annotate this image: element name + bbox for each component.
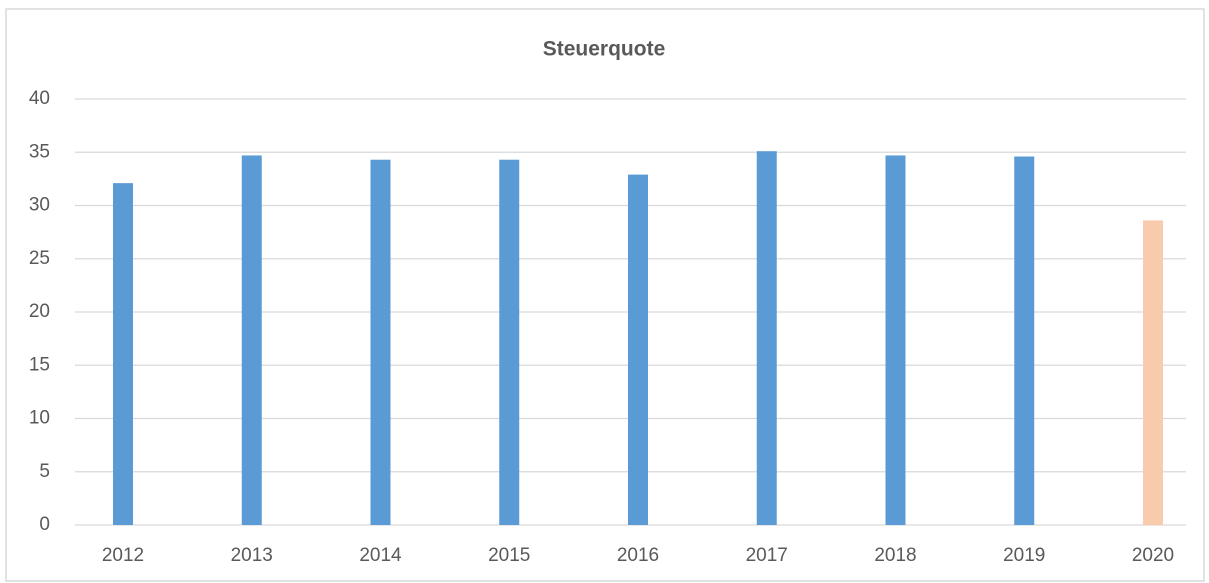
y-tick-label: 0 bbox=[39, 514, 50, 535]
x-tick-label: 2020 bbox=[1132, 545, 1174, 566]
y-tick-label: 30 bbox=[29, 195, 50, 216]
bar bbox=[628, 174, 648, 526]
bar bbox=[113, 183, 133, 525]
y-tick-label: 35 bbox=[29, 141, 50, 162]
x-tick-label: 2013 bbox=[231, 545, 273, 566]
x-tick-label: 2019 bbox=[1003, 545, 1045, 566]
bar bbox=[1143, 220, 1163, 525]
y-tick-label: 20 bbox=[29, 301, 50, 322]
y-tick-label: 40 bbox=[29, 88, 50, 109]
bar bbox=[756, 151, 777, 525]
x-tick-label: 2014 bbox=[359, 545, 402, 566]
chart-title: Steuerquote bbox=[543, 38, 666, 61]
y-tick-label: 5 bbox=[39, 461, 50, 482]
bar bbox=[499, 159, 520, 525]
bar bbox=[885, 155, 906, 525]
x-tick-label: 2015 bbox=[488, 545, 530, 566]
bar bbox=[1014, 156, 1035, 525]
chart-border bbox=[5, 8, 1205, 582]
x-tick-label: 2017 bbox=[746, 545, 788, 566]
x-tick-label: 2016 bbox=[617, 545, 659, 566]
y-tick-label: 25 bbox=[29, 248, 50, 269]
x-tick-label: 2018 bbox=[874, 545, 916, 566]
y-tick-label: 15 bbox=[29, 354, 50, 375]
y-tick-label: 10 bbox=[29, 408, 50, 429]
bar bbox=[241, 155, 262, 525]
x-tick-label: 2012 bbox=[102, 545, 144, 566]
bar bbox=[370, 159, 391, 525]
